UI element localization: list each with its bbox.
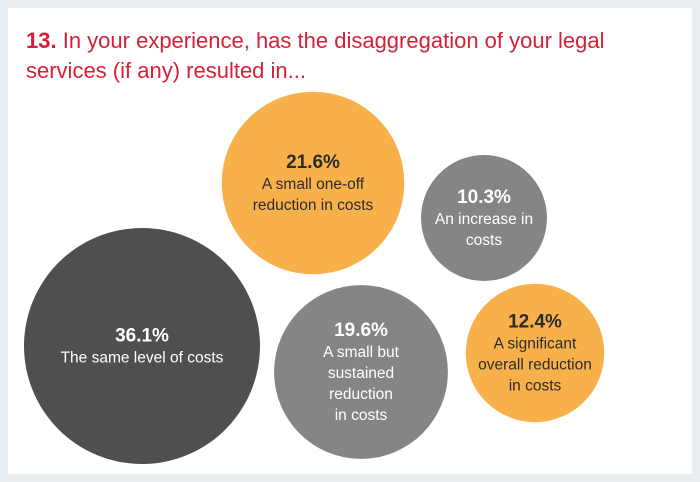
bubble-value-label: 19.6%: [334, 320, 388, 341]
bubble-category-label: costs: [466, 232, 502, 249]
bubble-36-1: 36.1% The same level of costs: [24, 228, 260, 464]
title-line-1: In your experience, has the disaggregati…: [62, 28, 605, 53]
bubble-category-label: A small but: [323, 344, 400, 361]
question-number: 13.: [26, 28, 57, 53]
title-line-2: services (if any) resulted in...: [26, 58, 306, 83]
bubble-circle: [421, 155, 547, 281]
bubble-circle: [465, 283, 605, 423]
bubble-circle: [274, 285, 448, 459]
chart-title: 13. In your experience, has the disaggre…: [26, 26, 666, 86]
bubble-circle: [221, 91, 405, 275]
bubble-category-label: in costs: [509, 378, 562, 395]
bubble-value-label: 10.3%: [457, 187, 511, 208]
bubble-category-label: sustained: [328, 365, 394, 382]
bubble-category-label: in costs: [335, 407, 388, 424]
bubble-category-label: reduction: [329, 386, 393, 403]
bubble-value-label: 12.4%: [508, 312, 562, 333]
bubble-category-label: A significant: [494, 336, 577, 353]
bubble-21-6: 21.6% A small one-off reduction in costs: [221, 91, 405, 275]
bubble-value-label: 36.1%: [115, 326, 169, 347]
bubble-12-4: 12.4% A significant overall reduction in co…: [465, 283, 605, 423]
bubble-category-label: reduction in costs: [253, 197, 374, 214]
bubble-category-label: A small one-off: [262, 176, 365, 193]
bubble-circle: [24, 228, 260, 464]
bubble-category-label: The same level of costs: [61, 350, 224, 367]
bubble-10-3: 10.3% An increase in costs: [421, 155, 547, 281]
bubble-category-label: An increase in: [435, 211, 533, 228]
bubble-category-label: overall reduction: [478, 357, 592, 374]
bubble-value-label: 21.6%: [286, 152, 340, 173]
bubble-19-6: 19.6% A small but sustained reduction in cos…: [274, 285, 448, 459]
